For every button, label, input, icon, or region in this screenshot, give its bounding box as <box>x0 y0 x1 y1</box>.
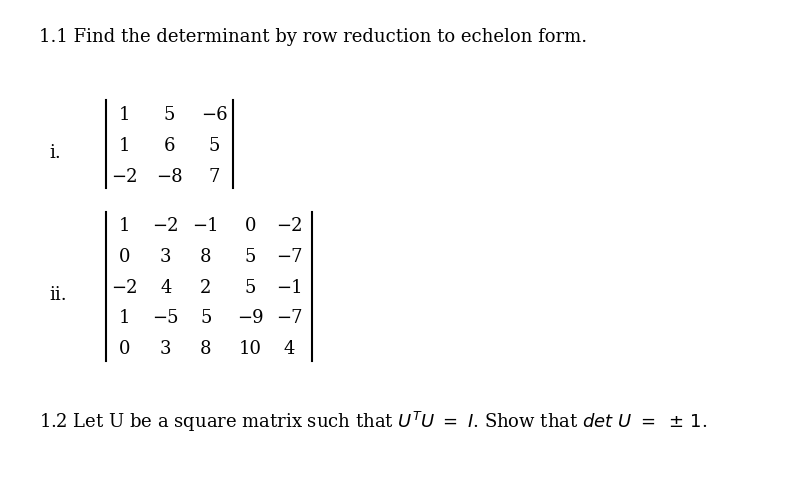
Text: −8: −8 <box>156 168 182 185</box>
Text: 0: 0 <box>119 248 130 265</box>
Text: i.: i. <box>49 144 61 162</box>
Text: 5: 5 <box>244 248 256 265</box>
Text: 7: 7 <box>208 168 219 185</box>
Text: 4: 4 <box>284 339 296 358</box>
Text: 1: 1 <box>119 309 130 327</box>
Text: ii.: ii. <box>49 285 67 303</box>
Text: −2: −2 <box>277 217 303 235</box>
Text: 1: 1 <box>119 106 130 124</box>
Text: 5: 5 <box>208 137 219 155</box>
Text: −7: −7 <box>277 309 303 327</box>
Text: 6: 6 <box>163 137 175 155</box>
Text: 1.2 Let U be a square matrix such that $\mathit{U}^T\mathit{U}\ =\ \mathit{I}$. : 1.2 Let U be a square matrix such that $… <box>39 409 707 433</box>
Text: 4: 4 <box>160 278 171 296</box>
Text: 0: 0 <box>244 217 256 235</box>
Text: −7: −7 <box>277 248 303 265</box>
Text: 8: 8 <box>200 248 211 265</box>
Text: −2: −2 <box>112 278 138 296</box>
Text: 3: 3 <box>160 339 171 358</box>
Text: 5: 5 <box>163 106 175 124</box>
Text: −2: −2 <box>112 168 138 185</box>
Text: −1: −1 <box>193 217 219 235</box>
Text: 8: 8 <box>200 339 211 358</box>
Text: −9: −9 <box>237 309 264 327</box>
Text: 5: 5 <box>244 278 256 296</box>
Text: 10: 10 <box>239 339 262 358</box>
Text: −1: −1 <box>277 278 303 296</box>
Text: 1: 1 <box>119 217 130 235</box>
Text: 1.1 Find the determinant by row reduction to echelon form.: 1.1 Find the determinant by row reductio… <box>39 28 586 46</box>
Text: 3: 3 <box>160 248 171 265</box>
Text: −6: −6 <box>200 106 227 124</box>
Text: −2: −2 <box>152 217 179 235</box>
Text: 2: 2 <box>200 278 211 296</box>
Text: 0: 0 <box>119 339 130 358</box>
Text: 1: 1 <box>119 137 130 155</box>
Text: −5: −5 <box>152 309 179 327</box>
Text: 5: 5 <box>200 309 211 327</box>
